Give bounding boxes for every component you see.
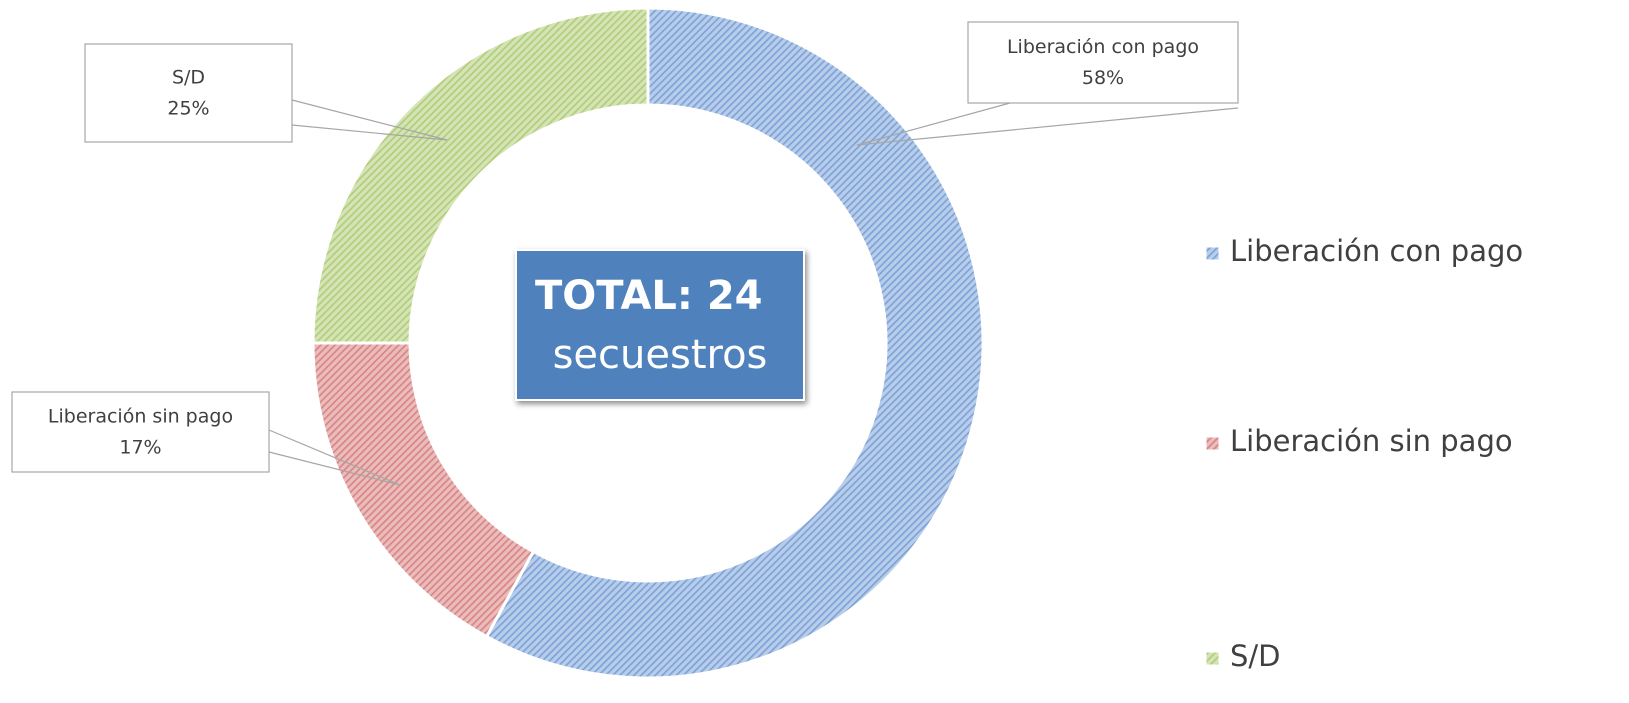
leader-line (856, 107, 1239, 146)
center-box (515, 249, 805, 401)
leader-line (268, 451, 401, 486)
donut-slice (484, 6, 985, 680)
center-title: TOTAL: 24 (535, 273, 763, 319)
leader-line (291, 99, 448, 141)
legend-swatch (1205, 436, 1220, 451)
legend-swatch (1205, 651, 1220, 666)
legend-label: Liberación con pago (1230, 234, 1523, 268)
callout-box (967, 21, 1239, 104)
callout-value: 25% (167, 98, 209, 120)
legend-swatch (1205, 246, 1220, 261)
donut-slice (311, 6, 650, 345)
center-subtitle: secuestros (553, 332, 768, 378)
callout-box (84, 43, 293, 143)
leader-line (291, 124, 448, 141)
legend-label: Liberación sin pago (1230, 424, 1513, 458)
leader-line (856, 102, 1011, 146)
callout-box (11, 391, 270, 473)
legend-label: S/D (1230, 639, 1281, 673)
callout-value: 17% (119, 437, 161, 459)
callout-value: 58% (1082, 67, 1124, 89)
callout-category: Liberación sin pago (48, 406, 233, 428)
donut-slice (311, 341, 536, 639)
leader-line (268, 429, 401, 486)
callout-category: Liberación con pago (1007, 36, 1199, 58)
callout-category: S/D (172, 67, 205, 89)
